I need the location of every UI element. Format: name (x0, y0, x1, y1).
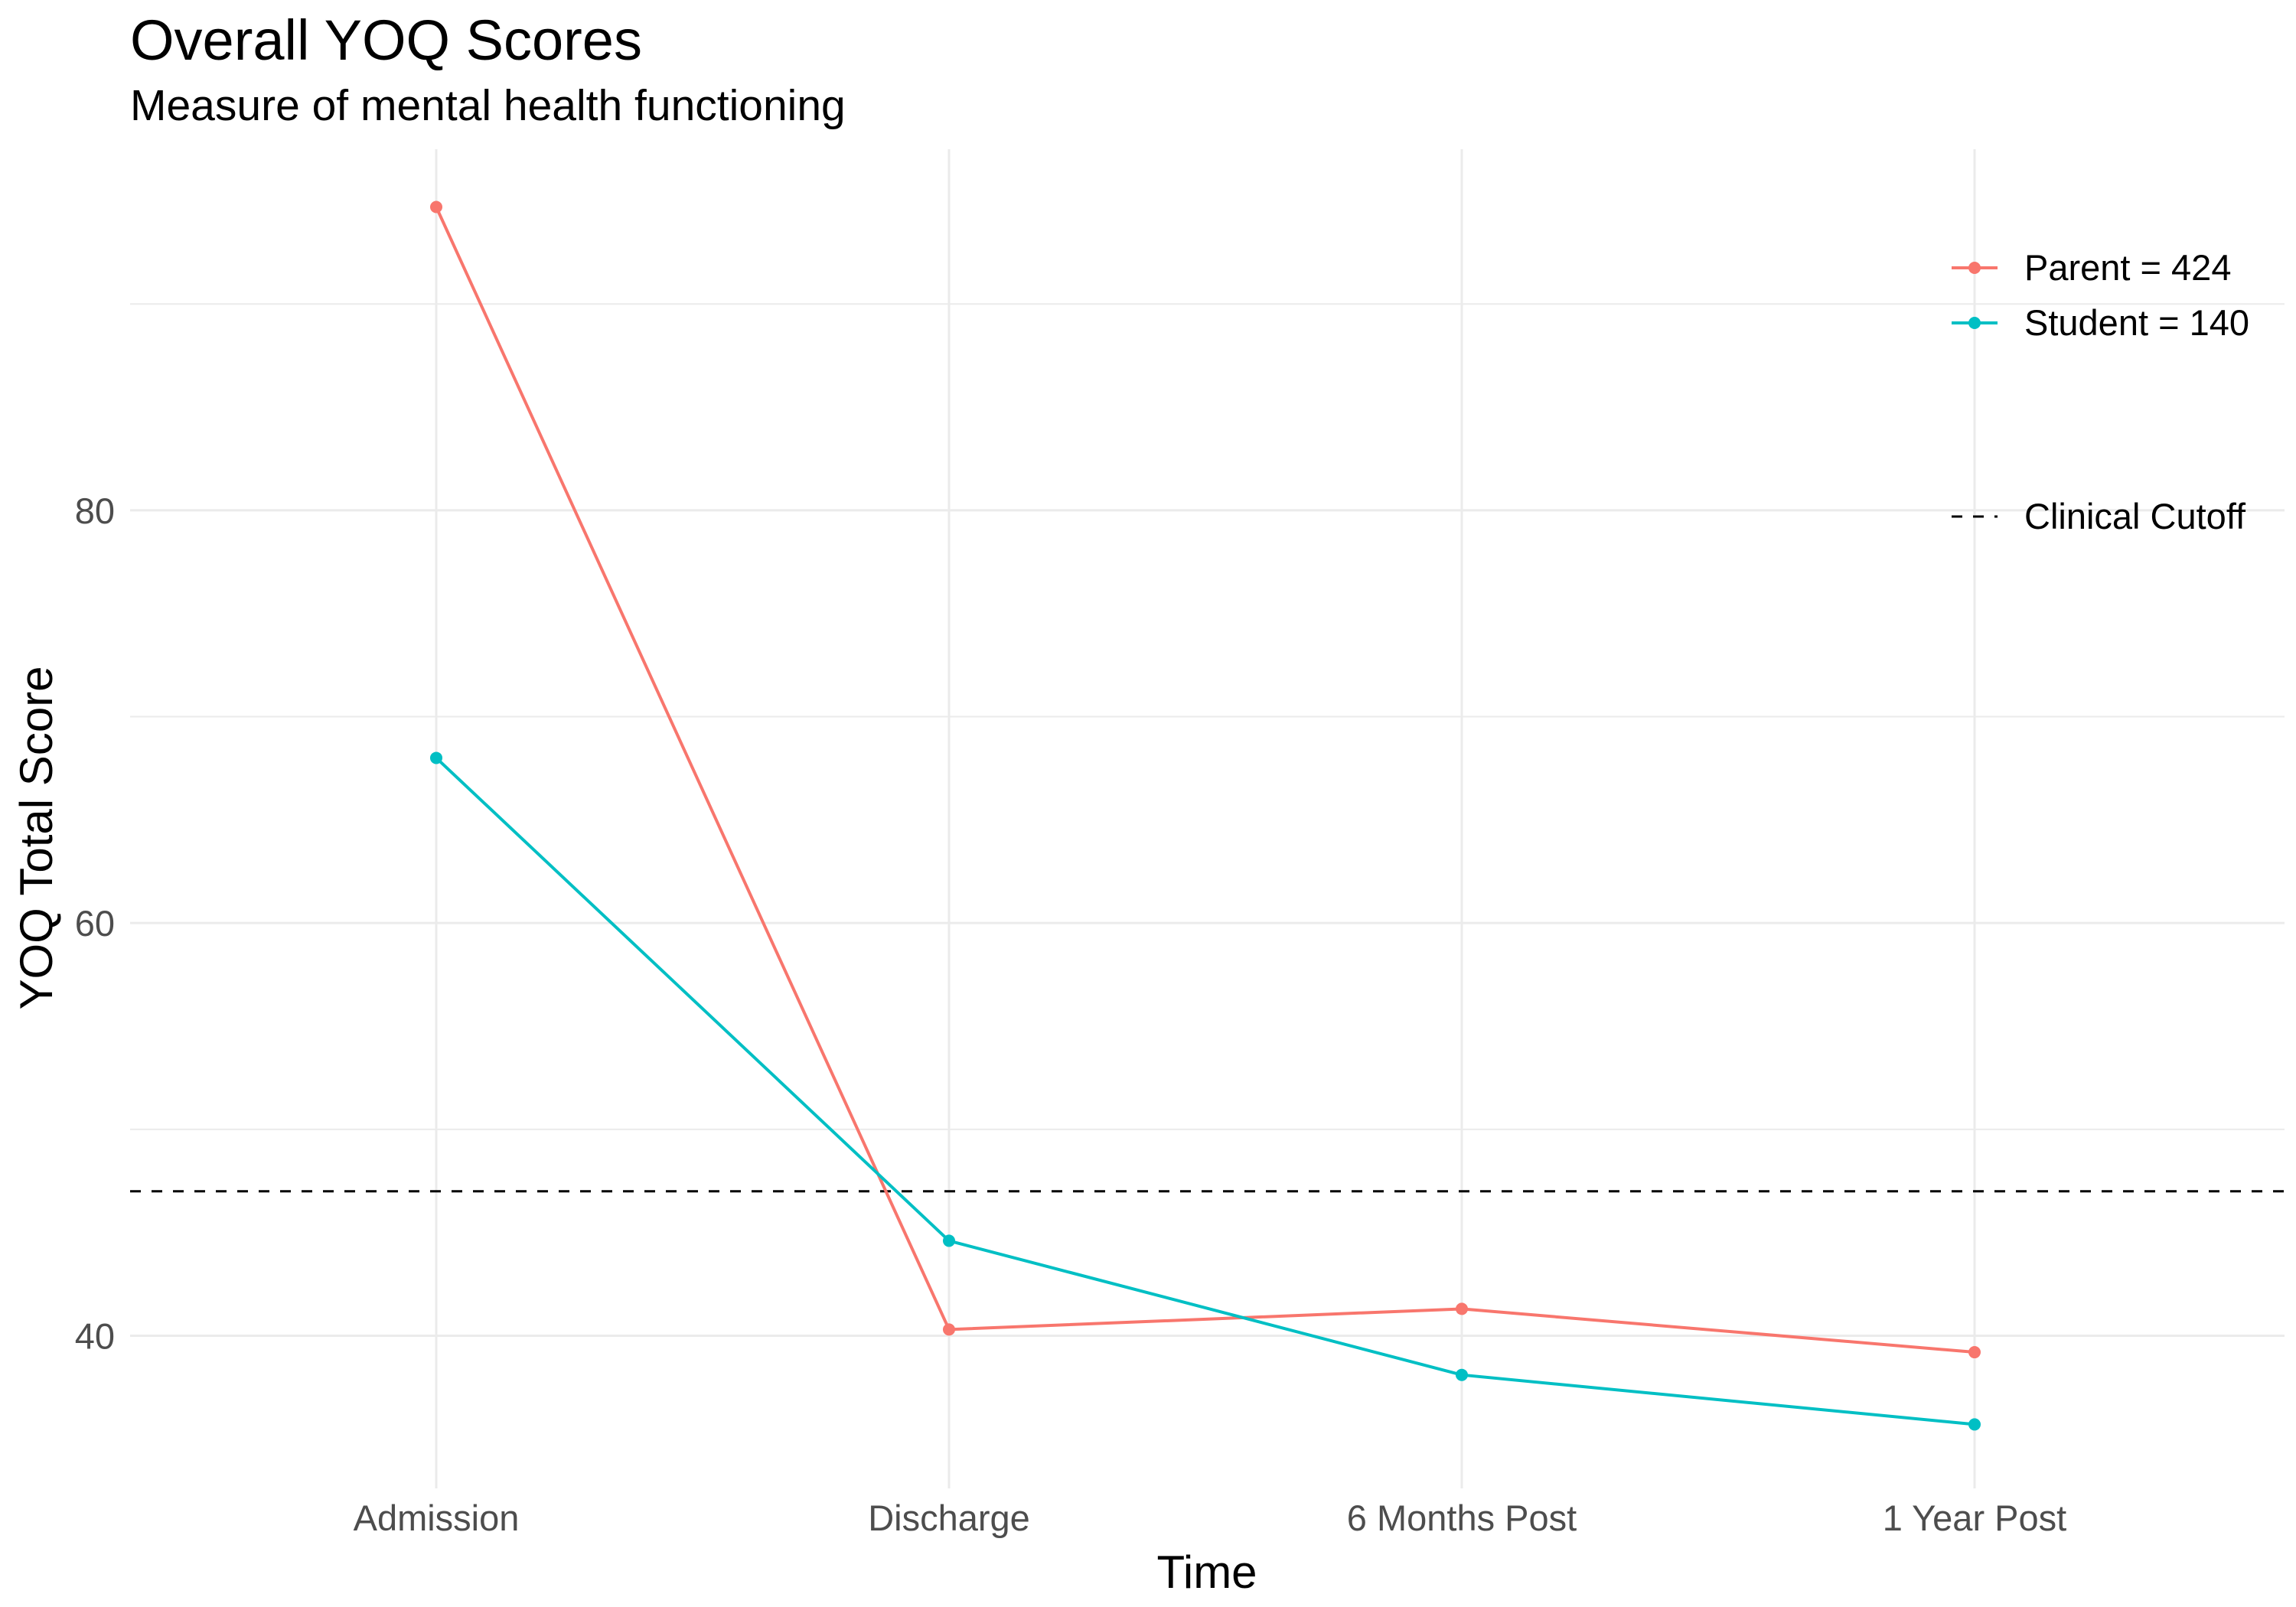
clinical-cutoff-legend-label: Clinical Cutoff (2024, 496, 2246, 536)
parent-data-point (943, 1323, 955, 1336)
parent-data-point (1968, 1346, 1981, 1359)
x-axis-ticks: Admission Discharge 6 Months Post 1 Year Po… (354, 1498, 2067, 1538)
parent-data-point (430, 200, 442, 214)
y-tick-label: 60 (75, 903, 115, 944)
parent-series-line (435, 206, 1975, 1354)
student-legend-marker (1968, 317, 1981, 329)
x-tick-label: 1 Year Post (1883, 1498, 2066, 1538)
student-data-point (943, 1234, 955, 1247)
parent-data-point (1456, 1302, 1468, 1315)
student-data-point (1456, 1368, 1468, 1381)
chart-subtitle: Measure of mental health functioning (130, 81, 846, 130)
grid-lines (130, 149, 2285, 1488)
student-series-line (435, 756, 1975, 1426)
student-data-point (1968, 1418, 1981, 1431)
parent-legend-marker (1968, 262, 1981, 274)
parent-legend-label: Parent = 424 (2024, 247, 2231, 288)
legend: Parent = 424 Student = 140 Clinical Cutoff (1952, 247, 2249, 536)
y-axis-ticks: 40 60 80 (75, 491, 115, 1357)
x-tick-label: Discharge (868, 1498, 1030, 1538)
student-legend-label: Student = 140 (2024, 302, 2249, 343)
student-data-point (430, 751, 442, 764)
x-tick-label: 6 Months Post (1347, 1498, 1577, 1538)
y-axis-title: YOQ Total Score (11, 666, 62, 1009)
y-tick-label: 40 (75, 1315, 115, 1356)
y-tick-label: 80 (75, 491, 115, 531)
x-axis-title: Time (1156, 1547, 1257, 1598)
data-series (430, 200, 1981, 1431)
x-tick-label: Admission (354, 1498, 520, 1538)
chart-title: Overall YOQ Scores (130, 8, 642, 72)
